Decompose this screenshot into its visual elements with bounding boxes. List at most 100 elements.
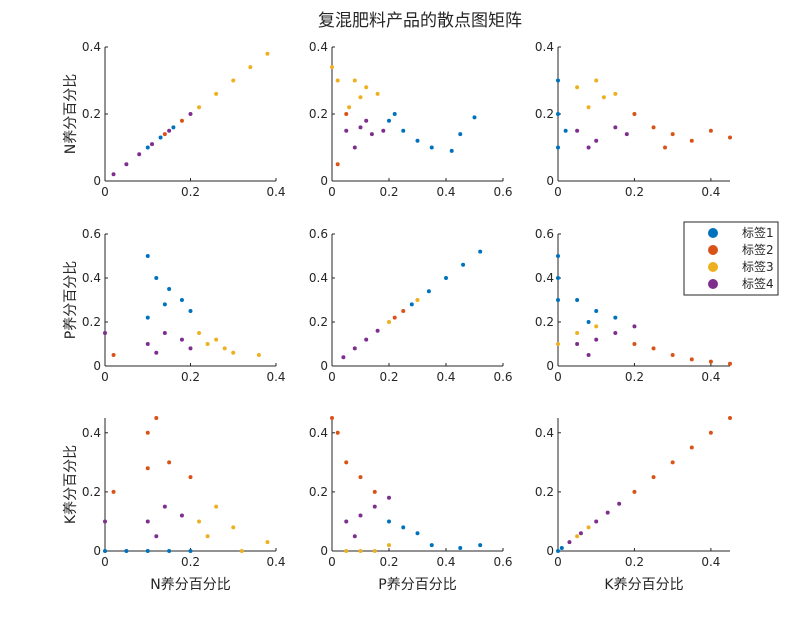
- scatter-point: [575, 85, 580, 90]
- y-tick-label: 0: [320, 359, 328, 373]
- y-tick-label: 0.2: [309, 315, 328, 329]
- scatter-point: [162, 302, 167, 307]
- scatter-point: [458, 132, 463, 137]
- scatter-point: [205, 534, 210, 539]
- x-tick-label: 0.4: [436, 185, 455, 199]
- y-tick-label: 0.4: [535, 271, 554, 285]
- x-tick-label: 0.4: [701, 185, 720, 199]
- y-tick-label: 0: [546, 359, 554, 373]
- scatter-point: [167, 549, 172, 553]
- y-tick-label: 0.2: [82, 485, 101, 499]
- scatter-point: [461, 262, 466, 267]
- y-tick-label: 0.4: [82, 40, 101, 54]
- x-tick-label: 0.4: [436, 555, 455, 569]
- scatter-point: [222, 346, 227, 351]
- scatter-point: [617, 501, 622, 506]
- x-tick-label: 0.2: [625, 555, 644, 569]
- series-label-3: [556, 324, 599, 346]
- figure-title: 复混肥料产品的散点图矩阵: [318, 11, 522, 31]
- scatter-point: [197, 105, 202, 110]
- series-label-1: [145, 254, 193, 320]
- scatter-point: [214, 504, 219, 509]
- scatter-point: [352, 78, 357, 83]
- y-tick-label: 0: [320, 174, 328, 188]
- scatter-point: [415, 138, 420, 143]
- scatter-point: [188, 346, 193, 351]
- scatter-point: [103, 331, 107, 335]
- scatter-point: [556, 78, 560, 83]
- scatter-point: [179, 513, 184, 518]
- y-tick-label: 0.6: [309, 227, 328, 241]
- scatter-point: [347, 105, 352, 110]
- scatter-point: [387, 519, 391, 524]
- scatter-point: [651, 475, 656, 480]
- x-axis-label: K养分百分比: [604, 577, 683, 593]
- legend-item: 标签3: [708, 259, 774, 274]
- y-tick-label: 0: [320, 544, 328, 558]
- y-tick-label: 0: [546, 174, 554, 188]
- y-tick-label: 0.4: [309, 271, 328, 285]
- scatter-point: [392, 112, 397, 116]
- series-label-3: [197, 504, 270, 553]
- series-label-4: [103, 504, 184, 539]
- scatter-point: [651, 125, 656, 130]
- scatter-point: [651, 346, 656, 351]
- scatter-point: [556, 276, 560, 280]
- scatter-point: [708, 128, 713, 133]
- scatter-point: [111, 489, 116, 494]
- scatter-point: [162, 331, 167, 335]
- x-tick-label: 0: [101, 370, 109, 384]
- scatter-point: [162, 504, 167, 509]
- x-tick-label: 0.4: [266, 185, 285, 199]
- legend-box: [683, 221, 779, 296]
- scatter-point: [335, 162, 340, 167]
- scatter-point: [188, 309, 193, 313]
- panel-N-vs-K: 0 0.2 0.4 0 0.2 0.4: [535, 40, 732, 199]
- scatter-point: [364, 118, 369, 123]
- scatter-point: [214, 337, 219, 342]
- series-label-3: [344, 543, 391, 553]
- scatter-point: [578, 531, 583, 536]
- scatter-point: [364, 85, 369, 90]
- x-tick-label: 0.4: [436, 370, 455, 384]
- scatter-point: [137, 152, 142, 157]
- scatter-point: [231, 350, 236, 355]
- scatter-point: [372, 504, 377, 509]
- scatter-point: [145, 254, 150, 258]
- scatter-point: [179, 298, 184, 302]
- x-tick-label: 0: [328, 555, 336, 569]
- legend: 标签1 标签2 标签3 标签4: [683, 221, 779, 296]
- scatter-point: [171, 125, 176, 130]
- x-axis-label: N养分百分比: [150, 577, 230, 593]
- scatter-point: [575, 298, 580, 302]
- legend-marker: [708, 245, 718, 255]
- scatter-point: [335, 430, 340, 435]
- scatter-point: [145, 466, 150, 471]
- scatter-point: [344, 519, 349, 524]
- x-tick-label: 0.6: [493, 555, 512, 569]
- scatter-point: [239, 549, 244, 553]
- legend-item: 标签2: [708, 242, 774, 257]
- series-label-2: [111, 353, 116, 357]
- scatter-point: [145, 342, 150, 346]
- series-label-2: [111, 416, 193, 494]
- x-tick-label: 0.4: [266, 370, 285, 384]
- series-label-1: [145, 125, 176, 150]
- legend-item: 标签4: [708, 276, 774, 291]
- x-tick-label: 0.4: [266, 555, 285, 569]
- scatter-point: [335, 78, 340, 83]
- legend-item: 标签1: [708, 225, 774, 240]
- scatter-point: [401, 309, 406, 313]
- x-axis-label: P养分百分比: [378, 577, 456, 593]
- scatter-point: [429, 145, 434, 150]
- scatter-point: [167, 128, 172, 133]
- scatter-point: [358, 513, 363, 518]
- scatter-point: [188, 112, 193, 116]
- scatter-point: [632, 342, 637, 346]
- scatter-point: [145, 519, 150, 524]
- scatter-point: [344, 549, 349, 553]
- scatter-point: [381, 128, 386, 133]
- y-tick-label: 0.6: [535, 227, 554, 241]
- scatter-point: [575, 331, 580, 335]
